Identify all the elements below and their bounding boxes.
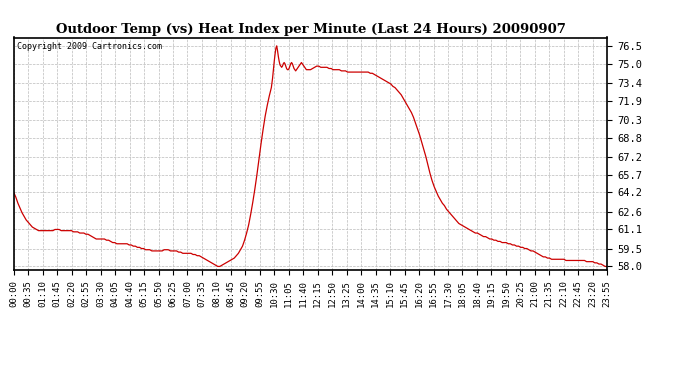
Title: Outdoor Temp (vs) Heat Index per Minute (Last 24 Hours) 20090907: Outdoor Temp (vs) Heat Index per Minute …	[56, 23, 565, 36]
Text: Copyright 2009 Cartronics.com: Copyright 2009 Cartronics.com	[17, 42, 161, 51]
